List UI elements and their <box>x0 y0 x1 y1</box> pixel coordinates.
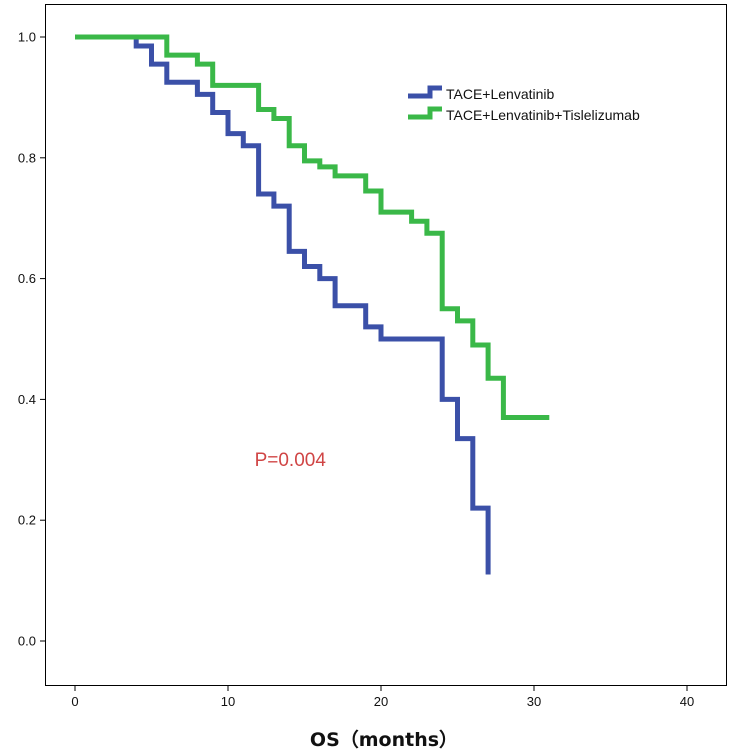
y-tick-label: 0.6 <box>18 271 36 286</box>
x-tick-label: 30 <box>527 694 541 709</box>
legend-swatch-1 <box>408 106 442 120</box>
x-axis: 0 10 20 30 40 <box>71 685 694 709</box>
x-tick-label: 40 <box>680 694 694 709</box>
y-tick-label: 0.2 <box>18 513 36 528</box>
legend-label-0: TACE+Lenvatinib <box>446 86 555 102</box>
y-tick-label: 0.8 <box>18 150 36 165</box>
y-tick-label: 0.0 <box>18 634 36 649</box>
legend-label-1: TACE+Lenvatinib+Tislelizumab <box>446 107 640 123</box>
x-axis-label: OS（months） <box>310 728 458 751</box>
series-line-1 <box>75 34 550 421</box>
p-value-annotation: P=0.004 <box>255 450 327 471</box>
x-tick-label: 20 <box>374 694 388 709</box>
legend-swatch-0 <box>408 85 442 99</box>
y-tick-label: 1.0 <box>18 30 36 45</box>
plot-frame <box>45 4 727 686</box>
legend: TACE+Lenvatinib TACE+Lenvatinib+Tislelizu… <box>408 85 640 123</box>
x-tick-label: 0 <box>71 694 78 709</box>
y-axis: 0.0 0.2 0.4 0.6 0.8 1.0 <box>18 30 46 649</box>
series-layer <box>75 34 550 575</box>
y-tick-label: 0.4 <box>18 392 36 407</box>
x-tick-label: 10 <box>221 694 235 709</box>
series-line-0 <box>75 34 491 575</box>
